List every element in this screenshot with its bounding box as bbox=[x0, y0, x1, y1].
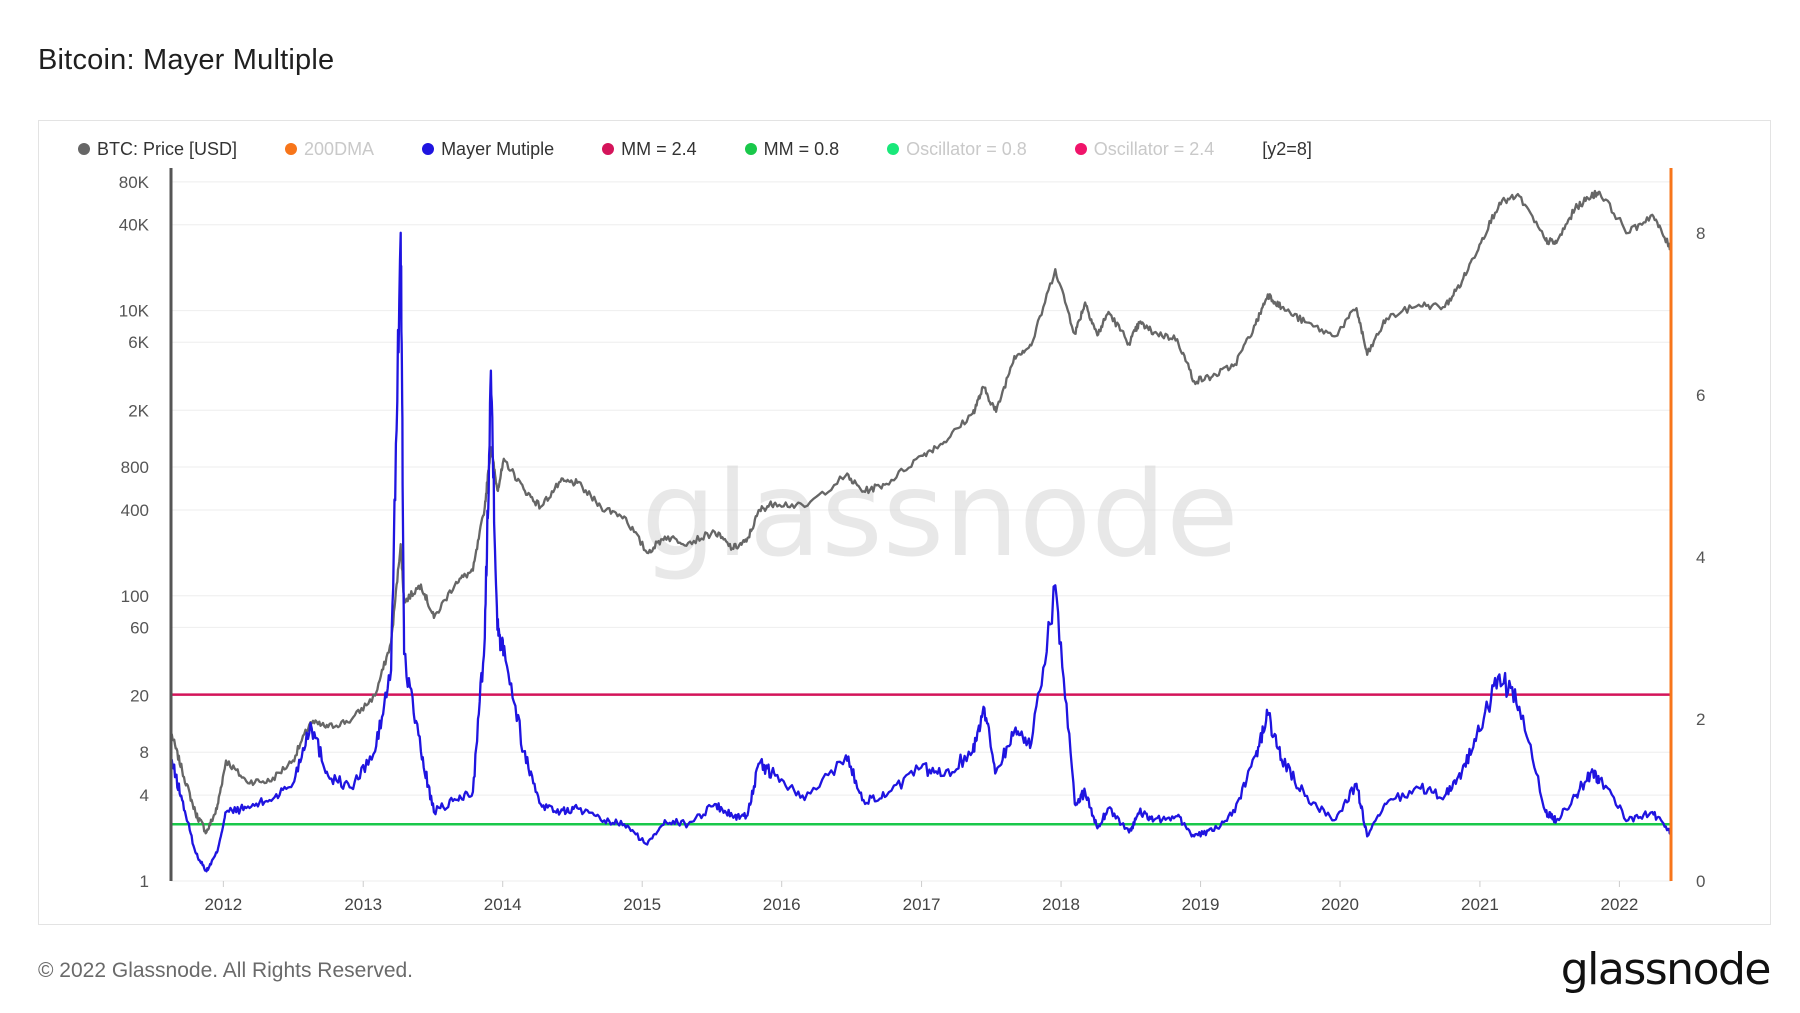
legend-label: 200DMA bbox=[304, 138, 375, 159]
x-axis-tick-label: 2020 bbox=[1321, 895, 1359, 914]
left-axis-tick-label: 4 bbox=[140, 786, 149, 805]
x-axis-tick-label: 2022 bbox=[1600, 895, 1638, 914]
chart-container bbox=[38, 120, 1771, 925]
right-axis-tick-label: 4 bbox=[1696, 548, 1705, 567]
left-axis-tick-label: 100 bbox=[121, 587, 149, 606]
x-axis-tick-label: 2012 bbox=[204, 895, 242, 914]
axes: 1 4 8 20 60 100 400 800 2K 6K 10K 40K 80K 0 2 4 6 8 2012 20… bbox=[119, 168, 1705, 914]
watermark-logo: glassnode bbox=[641, 445, 1238, 583]
legend-item[interactable]: BTC: Price [USD] bbox=[78, 139, 237, 160]
x-axis-tick-label: 2013 bbox=[344, 895, 382, 914]
legend-item[interactable]: MM = 0.8 bbox=[744, 138, 840, 160]
left-axis-tick-label: 60 bbox=[130, 618, 149, 637]
copyright-text: © 2022 Glassnode. All Rights Reserved. bbox=[38, 959, 414, 982]
left-axis-tick-label: 800 bbox=[121, 458, 149, 477]
legend-label: BTC: Price [USD] bbox=[97, 138, 238, 159]
legend-label: [y2=8] bbox=[1262, 138, 1312, 159]
right-axis-tick-label: 6 bbox=[1696, 386, 1705, 405]
legend-item[interactable]: MM = 2.4 bbox=[602, 139, 697, 160]
series-line-btc-price bbox=[169, 189, 1673, 835]
left-axis-tick-label: 80K bbox=[119, 173, 150, 192]
x-axis-tick-label: 2019 bbox=[1182, 895, 1220, 914]
left-axis-tick-label: 1 bbox=[140, 872, 149, 891]
legend-item[interactable]: [y2=8] bbox=[1262, 139, 1312, 160]
left-axis-tick-label: 6K bbox=[128, 333, 149, 352]
brand-logo: glassnode bbox=[1560, 944, 1772, 995]
legend-marker-icon bbox=[285, 143, 298, 155]
legend-marker-icon bbox=[887, 143, 900, 155]
legend-marker-icon bbox=[78, 143, 90, 155]
chart-legend: BTC: Price [USD] 200DMA Mayer Mutiple MM = … bbox=[78, 137, 1360, 161]
legend-label: Mayer Mutiple bbox=[441, 138, 555, 159]
left-axis-tick-label: 10K bbox=[119, 302, 150, 321]
legend-label: MM = 0.8 bbox=[763, 138, 840, 159]
x-axis-tick-label: 2016 bbox=[763, 895, 801, 914]
legend-item[interactable]: 200DMA bbox=[285, 139, 374, 160]
right-axis-tick-label: 0 bbox=[1696, 872, 1705, 891]
left-axis-tick-label: 2K bbox=[128, 401, 149, 420]
x-axis-tick-label: 2014 bbox=[484, 895, 522, 914]
series-lines bbox=[169, 189, 1673, 873]
legend-item[interactable]: Oscillator = 0.8 bbox=[887, 139, 1027, 160]
left-axis-tick-label: 40K bbox=[119, 216, 150, 235]
legend-marker-icon bbox=[602, 143, 615, 155]
legend-marker-icon bbox=[744, 143, 757, 155]
x-axis-tick-label: 2015 bbox=[623, 895, 661, 914]
x-axis-tick-label: 2021 bbox=[1461, 895, 1499, 914]
x-axis-tick-label: 2018 bbox=[1042, 895, 1080, 914]
x-axis-tick-label: 2017 bbox=[903, 895, 941, 914]
legend-label: MM = 2.4 bbox=[621, 138, 697, 159]
legend-marker-icon bbox=[422, 143, 435, 155]
series-line-mayer-multiple bbox=[170, 231, 1673, 873]
legend-label: Oscillator = 2.4 bbox=[1093, 138, 1215, 159]
reference-lines bbox=[171, 693, 1671, 826]
right-axis-tick-label: 8 bbox=[1696, 224, 1705, 243]
legend-label: Oscillator = 0.8 bbox=[906, 138, 1027, 159]
legend-item[interactable]: Oscillator = 2.4 bbox=[1074, 138, 1215, 160]
legend-item[interactable]: Mayer Mutiple bbox=[422, 139, 554, 160]
legend-marker-icon bbox=[1074, 143, 1087, 155]
left-axis-tick-label: 8 bbox=[140, 743, 149, 762]
left-axis-tick-label: 400 bbox=[121, 501, 149, 520]
right-axis-tick-label: 2 bbox=[1696, 710, 1705, 729]
left-axis-tick-label: 20 bbox=[130, 686, 149, 705]
page-title: Bitcoin: Mayer Multiple bbox=[38, 44, 335, 76]
